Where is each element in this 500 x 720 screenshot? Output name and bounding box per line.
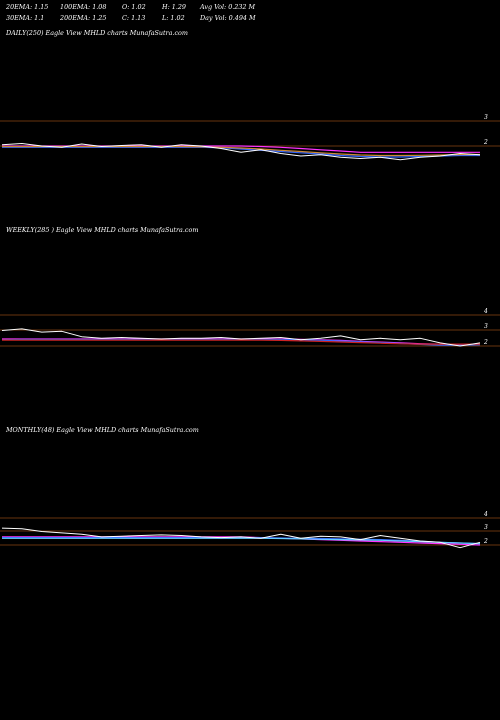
daily-panel-label: DAILY(250) Eagle View MHLD charts Munafa… xyxy=(6,29,188,37)
monthly-y-tick-label: 2 xyxy=(483,538,488,545)
high-readout: H: 1.29 xyxy=(162,3,186,11)
weekly-panel-label: WEEKLY(285 ) Eagle View MHLD charts Muna… xyxy=(6,226,199,234)
daily-y-tick-label: 2 xyxy=(483,139,488,146)
ema20-readout: 20EMA: 1.15 xyxy=(6,3,49,11)
monthly-panel-label: MONTHLY(48) Eagle View MHLD charts Munaf… xyxy=(6,426,199,434)
monthly-price-line xyxy=(1,527,481,549)
monthly-y-tick-label: 4 xyxy=(483,511,488,518)
monthly-y-tick-label: 3 xyxy=(484,524,488,531)
weekly-y-tick-label: 4 xyxy=(483,308,488,315)
monthly-ema-cyan-line xyxy=(2,537,481,545)
weekly-y-tick-label: 3 xyxy=(484,323,488,330)
day-vol-readout: Day Vol: 0.494 M xyxy=(200,14,256,22)
weekly-price-line xyxy=(1,328,481,347)
open-readout: O: 1.02 xyxy=(122,3,146,11)
ema100-readout: 100EMA: 1.08 xyxy=(60,3,107,11)
daily-ema-orange-line xyxy=(2,145,480,157)
weekly-ema-red-line xyxy=(2,339,480,345)
low-readout: L: 1.02 xyxy=(162,14,185,22)
daily-ema-blue-line xyxy=(2,146,480,158)
close-readout: C: 1.13 xyxy=(122,14,146,22)
avg-vol-readout: Avg Vol: 0.232 M xyxy=(200,3,256,11)
monthly-ema-blue-line xyxy=(2,536,481,545)
weekly-y-tick-label: 2 xyxy=(483,339,488,346)
ema200-readout: 200EMA: 1.25 xyxy=(60,14,107,22)
ema30-readout: 30EMA: 1.1 xyxy=(6,14,45,22)
daily-price-line xyxy=(1,143,481,161)
daily-y-tick-label: 3 xyxy=(484,114,488,121)
